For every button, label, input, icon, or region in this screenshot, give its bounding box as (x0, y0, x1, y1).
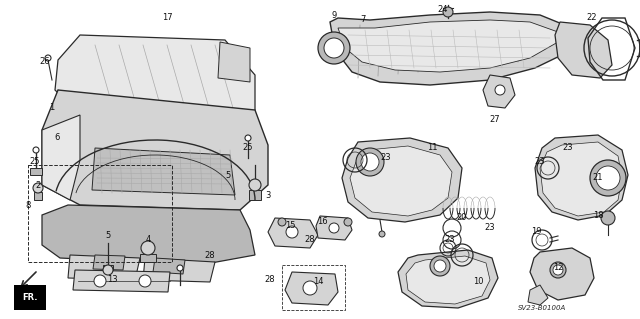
Text: 5: 5 (106, 231, 111, 240)
Polygon shape (249, 190, 261, 200)
Circle shape (430, 256, 450, 276)
Text: 9: 9 (332, 11, 337, 19)
Text: 15: 15 (285, 220, 295, 229)
Text: 25: 25 (243, 144, 253, 152)
Polygon shape (268, 218, 318, 248)
Polygon shape (338, 20, 558, 72)
Text: 3: 3 (266, 190, 271, 199)
Polygon shape (42, 205, 255, 265)
Text: 18: 18 (593, 211, 604, 219)
Circle shape (553, 265, 563, 275)
Polygon shape (398, 250, 498, 308)
Polygon shape (406, 256, 490, 304)
Text: 22: 22 (587, 13, 597, 23)
Circle shape (303, 281, 317, 295)
Text: 21: 21 (593, 174, 604, 182)
Polygon shape (143, 258, 215, 282)
Circle shape (434, 260, 446, 272)
Circle shape (329, 223, 339, 233)
Circle shape (550, 262, 566, 278)
Text: 23: 23 (381, 153, 391, 162)
Circle shape (344, 218, 352, 226)
Text: 24: 24 (438, 5, 448, 14)
Text: 28: 28 (305, 235, 316, 244)
Polygon shape (483, 75, 515, 108)
Polygon shape (55, 35, 255, 125)
Polygon shape (42, 115, 80, 200)
Polygon shape (30, 168, 42, 175)
Text: 23: 23 (484, 224, 495, 233)
Text: 11: 11 (427, 144, 437, 152)
Circle shape (318, 32, 350, 64)
Polygon shape (73, 270, 170, 292)
Circle shape (141, 241, 155, 255)
Polygon shape (540, 142, 622, 216)
Polygon shape (342, 138, 462, 222)
Circle shape (249, 179, 261, 191)
Text: 14: 14 (313, 278, 323, 286)
Circle shape (139, 275, 151, 287)
Circle shape (443, 7, 453, 17)
Polygon shape (535, 135, 628, 220)
Text: 28: 28 (205, 250, 215, 259)
Polygon shape (555, 22, 612, 78)
Text: SV23-B0100A: SV23-B0100A (518, 305, 566, 311)
Circle shape (495, 85, 505, 95)
Polygon shape (140, 254, 156, 262)
Text: 8: 8 (26, 201, 31, 210)
Polygon shape (42, 90, 268, 210)
Polygon shape (58, 90, 80, 160)
Polygon shape (316, 216, 352, 240)
Circle shape (94, 275, 106, 287)
Polygon shape (34, 192, 42, 200)
Polygon shape (330, 12, 572, 85)
Circle shape (33, 147, 39, 153)
Text: 13: 13 (107, 276, 117, 285)
Text: 16: 16 (317, 218, 327, 226)
Text: 28: 28 (265, 276, 275, 285)
Circle shape (356, 148, 384, 176)
Polygon shape (530, 248, 594, 300)
Text: 23: 23 (563, 144, 573, 152)
Circle shape (177, 265, 183, 271)
Text: 20: 20 (457, 213, 467, 222)
Text: 12: 12 (553, 263, 563, 272)
Text: 26: 26 (40, 57, 51, 66)
Circle shape (596, 166, 620, 190)
Text: FR.: FR. (22, 293, 38, 302)
Circle shape (278, 218, 286, 226)
Text: 19: 19 (531, 227, 541, 236)
Text: 10: 10 (473, 278, 483, 286)
Polygon shape (218, 42, 250, 82)
Text: 27: 27 (490, 115, 500, 124)
Polygon shape (68, 255, 140, 280)
Text: 4: 4 (145, 235, 150, 244)
Polygon shape (92, 148, 235, 195)
Circle shape (324, 38, 344, 58)
Polygon shape (153, 258, 185, 274)
Text: 1: 1 (49, 103, 54, 113)
Text: 2: 2 (35, 181, 40, 189)
Text: 5: 5 (225, 170, 230, 180)
Text: 6: 6 (54, 133, 60, 143)
Circle shape (361, 153, 379, 171)
Circle shape (590, 160, 626, 196)
Polygon shape (93, 255, 125, 270)
Circle shape (245, 135, 251, 141)
Circle shape (33, 183, 43, 193)
Text: 17: 17 (162, 13, 172, 23)
Circle shape (103, 265, 113, 275)
Circle shape (45, 55, 51, 61)
Circle shape (286, 226, 298, 238)
Polygon shape (528, 285, 548, 305)
Text: 25: 25 (29, 158, 40, 167)
Polygon shape (285, 272, 338, 305)
Circle shape (379, 231, 385, 237)
Text: 23: 23 (534, 158, 545, 167)
Polygon shape (103, 265, 113, 270)
Text: 23: 23 (445, 235, 455, 244)
Polygon shape (350, 146, 452, 216)
Circle shape (601, 211, 615, 225)
Text: 7: 7 (360, 16, 365, 25)
